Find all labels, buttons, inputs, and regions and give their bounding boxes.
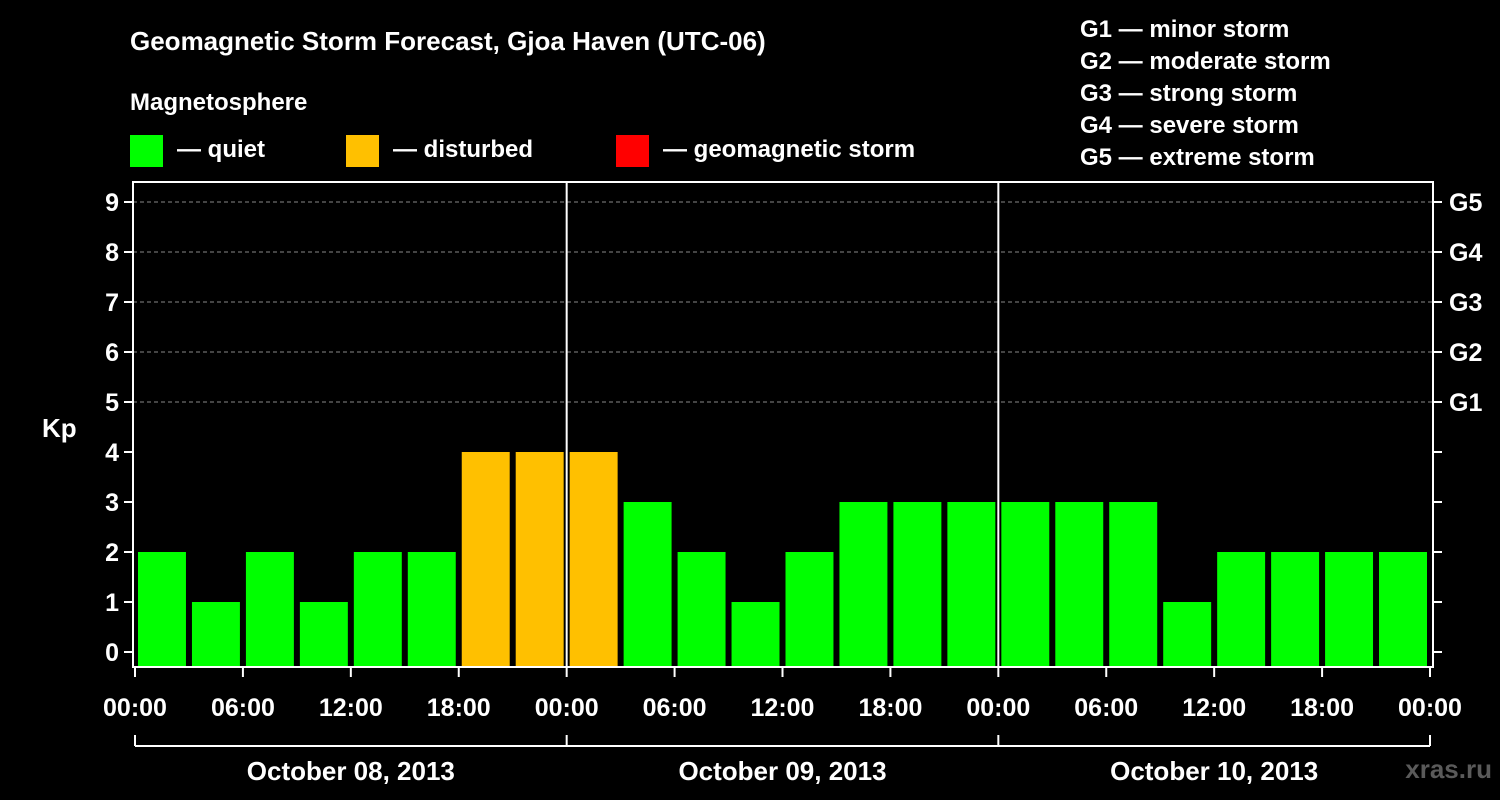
bar-6 <box>461 452 510 667</box>
bar-2 <box>245 552 294 667</box>
y-tick-label-0: 0 <box>105 639 119 667</box>
bar-15 <box>947 502 996 667</box>
right-axis-label-G4: G4 <box>1449 239 1482 267</box>
right-axis-label-G2: G2 <box>1449 339 1482 367</box>
bar-23 <box>1379 552 1427 667</box>
day-label-0: October 08, 2013 <box>247 756 455 786</box>
y-tick-label-3: 3 <box>105 489 119 517</box>
right-axis-label-G1: G1 <box>1449 389 1482 417</box>
bar-11 <box>731 602 780 667</box>
x-tick-label-6: 12:00 <box>751 694 815 722</box>
magnetosphere-label: Magnetosphere <box>130 89 307 116</box>
y-tick-label-6: 6 <box>105 339 119 367</box>
storm-scale-g1: G1 — minor storm <box>1080 16 1289 43</box>
y-tick-label-8: 8 <box>105 239 119 267</box>
y-tick-label-9: 9 <box>105 189 119 217</box>
bar-12 <box>785 552 834 667</box>
day-label-1: October 09, 2013 <box>678 756 886 786</box>
legend-label-quiet: — quiet <box>177 136 265 163</box>
bar-10 <box>677 552 726 667</box>
bar-16 <box>1001 502 1050 667</box>
y-tick-label-7: 7 <box>105 289 119 317</box>
bar-19 <box>1163 602 1212 667</box>
bar-4 <box>353 552 402 667</box>
storm-scale-g3: G3 — strong storm <box>1080 80 1297 107</box>
plot-area: 0 1 2 3 4 5 6 7 8 9 G1 G2 G3 G4 G5 00:00 06:00 12:00 18:00… <box>103 181 1482 786</box>
bar-0 <box>138 552 186 667</box>
x-tick-label-11: 18:00 <box>1290 694 1354 722</box>
legend-swatch-disturbed <box>346 135 379 167</box>
x-tick-label-9: 06:00 <box>1074 694 1138 722</box>
x-tick-label-7: 18:00 <box>858 694 922 722</box>
y-tick-label-4: 4 <box>105 439 119 467</box>
chart-title: Geomagnetic Storm Forecast, Gjoa Haven (… <box>130 26 766 56</box>
x-tick-label-0: 00:00 <box>103 694 167 722</box>
bar-9 <box>623 502 672 667</box>
bar-3 <box>299 602 348 667</box>
y-tick-label-2: 2 <box>105 539 119 567</box>
x-tick-label-12: 00:00 <box>1398 694 1462 722</box>
y-tick-label-1: 1 <box>105 589 119 617</box>
bar-18 <box>1109 502 1158 667</box>
legend-label-disturbed: — disturbed <box>393 136 533 163</box>
legend-label-storm: — geomagnetic storm <box>663 136 915 163</box>
y-tick-label-5: 5 <box>105 389 119 417</box>
right-axis-label-G3: G3 <box>1449 289 1482 317</box>
bar-17 <box>1055 502 1104 667</box>
x-tick-label-10: 12:00 <box>1182 694 1246 722</box>
x-tick-label-4: 00:00 <box>535 694 599 722</box>
storm-scale-g5: G5 — extreme storm <box>1080 144 1315 171</box>
bar-21 <box>1271 552 1320 667</box>
bar-5 <box>407 552 456 667</box>
x-tick-label-1: 06:00 <box>211 694 275 722</box>
watermark: xras.ru <box>1405 754 1492 784</box>
bar-13 <box>839 502 888 667</box>
bar-7 <box>515 452 564 667</box>
y-axis-label: Kp <box>42 413 77 443</box>
x-tick-label-8: 00:00 <box>966 694 1030 722</box>
bar-8 <box>569 452 618 667</box>
right-axis-label-G5: G5 <box>1449 189 1482 217</box>
bar-14 <box>893 502 942 667</box>
x-tick-label-3: 18:00 <box>427 694 491 722</box>
storm-scale-g2: G2 — moderate storm <box>1080 48 1331 75</box>
day-label-2: October 10, 2013 <box>1110 756 1318 786</box>
bar-1 <box>191 602 240 667</box>
storm-scale-g4: G4 — severe storm <box>1080 112 1299 139</box>
bar-20 <box>1217 552 1266 667</box>
x-tick-label-2: 12:00 <box>319 694 383 722</box>
x-tick-label-5: 06:00 <box>643 694 707 722</box>
legend-swatch-storm <box>616 135 649 167</box>
legend-swatch-quiet <box>130 135 163 167</box>
bar-22 <box>1325 552 1374 667</box>
